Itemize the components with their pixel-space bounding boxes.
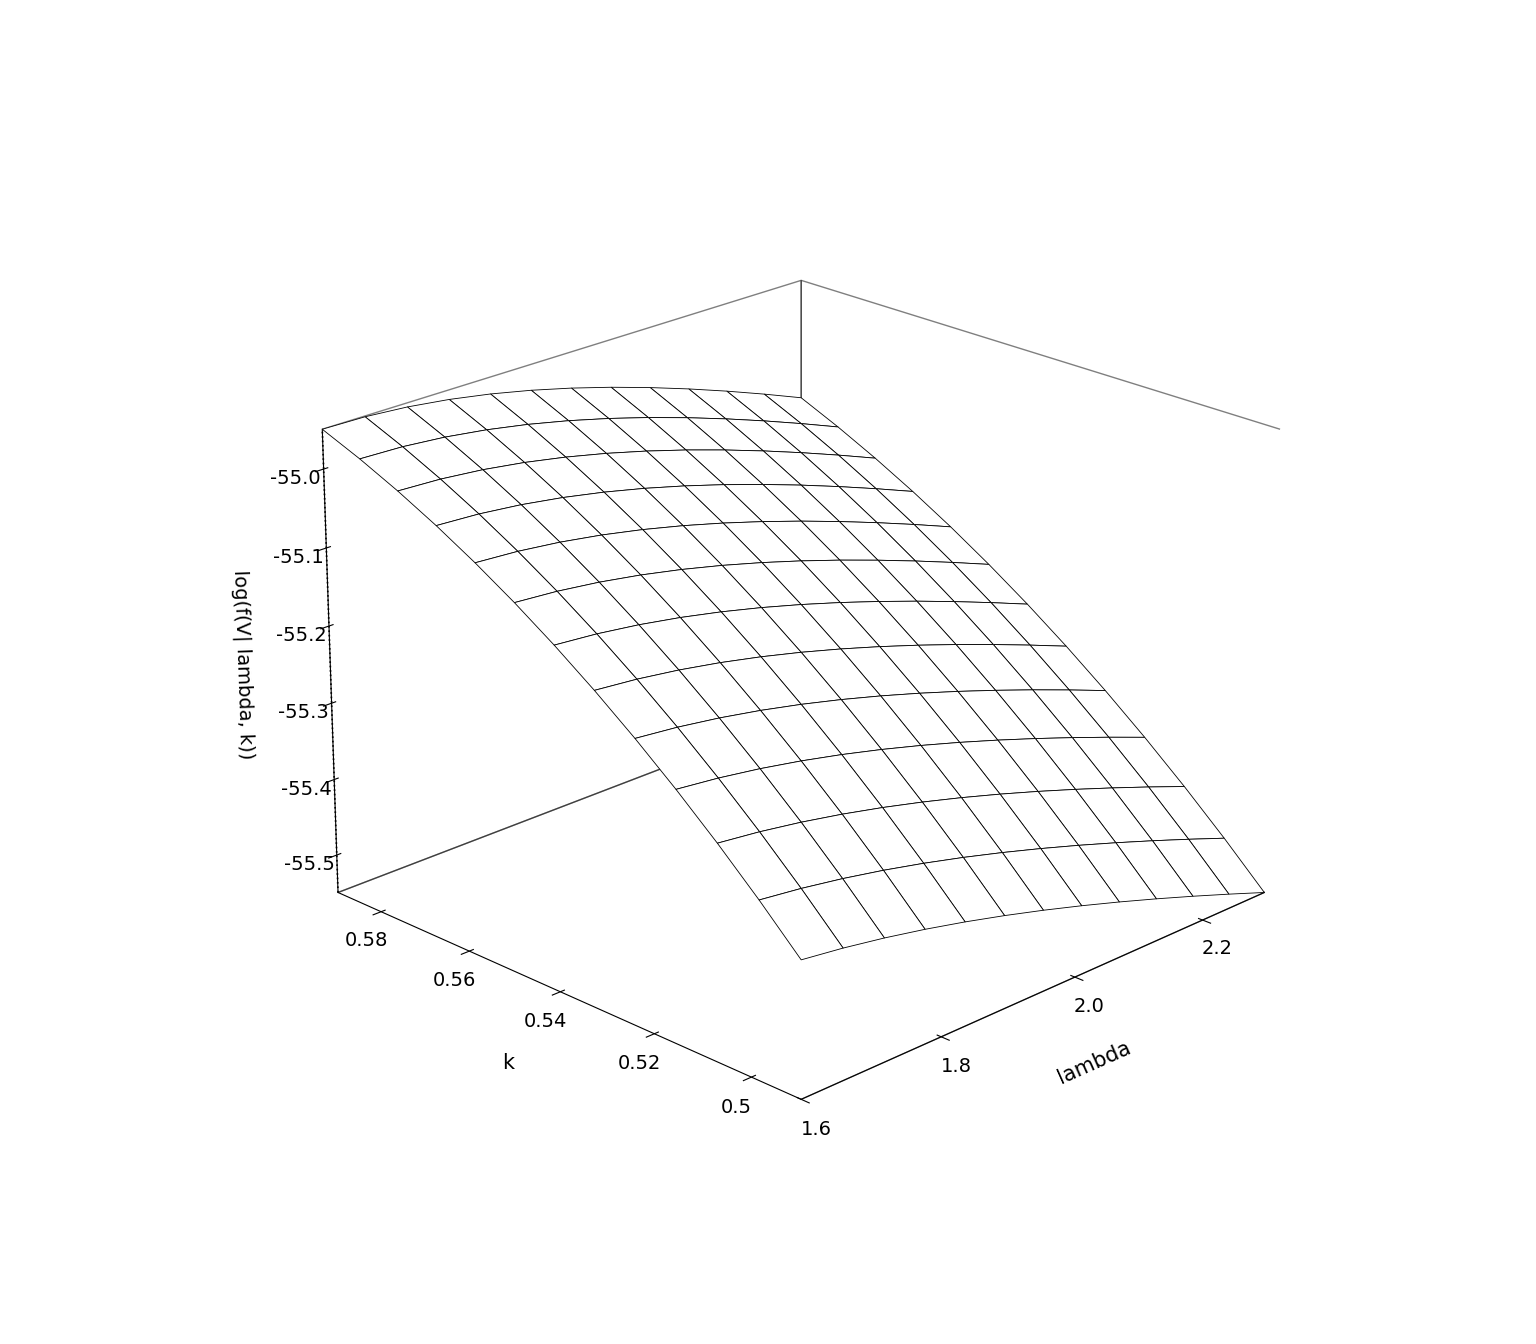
X-axis label: lambda: lambda: [1055, 1038, 1134, 1087]
Y-axis label: k: k: [502, 1052, 515, 1073]
